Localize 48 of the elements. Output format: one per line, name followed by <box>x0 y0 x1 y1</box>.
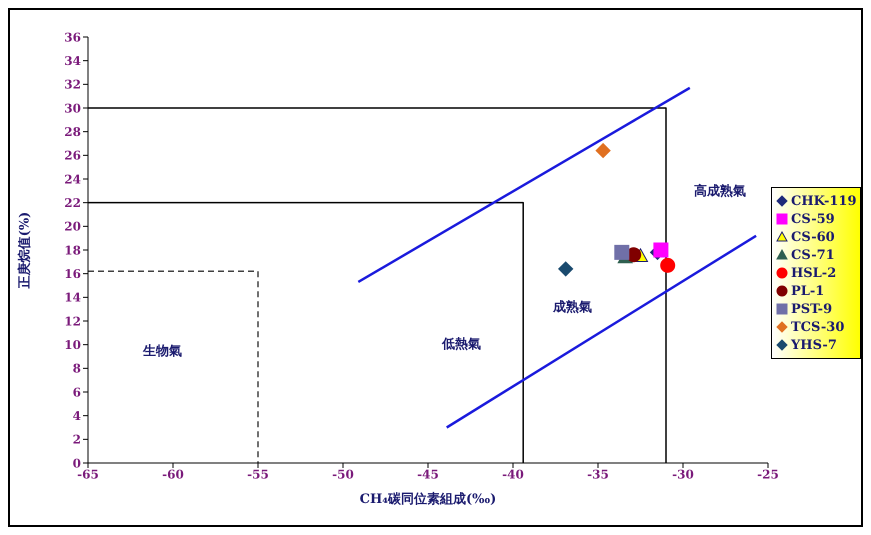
annotation: 成熟氣 <box>553 299 592 316</box>
point <box>596 143 611 158</box>
legend-label: CS-60 <box>791 230 835 244</box>
y-tick-label: 16 <box>64 266 81 281</box>
y-tick-label: 18 <box>64 243 81 258</box>
x-tick-label: -50 <box>332 468 354 482</box>
point <box>660 258 676 273</box>
legend-label: PST-9 <box>791 302 832 316</box>
y-tick-label: 2 <box>72 432 81 447</box>
point <box>614 244 630 260</box>
y-tick-label: 28 <box>64 124 81 139</box>
x-axis-title: CH₄碳同位素組成(‰) <box>360 491 496 507</box>
point <box>558 261 574 276</box>
y-tick-label: 4 <box>72 408 81 423</box>
y-tick-label: 34 <box>64 54 81 68</box>
legend-label: CS-59 <box>791 212 835 226</box>
y-tick-label: 6 <box>72 385 81 400</box>
y-tick-label: 10 <box>64 338 81 352</box>
y-tick-label: 30 <box>64 101 81 116</box>
legend-label: CS-71 <box>791 248 835 262</box>
x-tick-label: -65 <box>77 468 99 482</box>
x-tick-label: -25 <box>757 468 779 482</box>
y-tick-label: 32 <box>64 78 81 92</box>
annotation: 低熱氣 <box>442 336 481 353</box>
y-tick-label: 12 <box>64 314 81 328</box>
annotation: 高成熟氣 <box>694 182 746 200</box>
x-tick-label: -55 <box>247 468 269 482</box>
x-tick-label: -60 <box>162 468 184 482</box>
y-axis-title: 正庚烷值(%) <box>16 212 33 290</box>
y-tick-label: 0 <box>72 456 81 470</box>
x-tick-label: -40 <box>502 468 524 482</box>
legend-label: TCS-30 <box>791 320 844 334</box>
legend-label: CHK-119 <box>791 194 857 208</box>
legend-label: HSL-2 <box>791 266 836 280</box>
annotation: 生物氣 <box>143 343 182 360</box>
y-tick-label: 22 <box>64 196 81 210</box>
legend-label: YHS-7 <box>791 338 837 352</box>
legend-label: PL-1 <box>791 284 824 298</box>
y-tick-label: 36 <box>64 30 81 44</box>
y-tick-label: 14 <box>64 290 81 305</box>
y-tick-label: 20 <box>64 220 81 234</box>
point <box>653 242 668 258</box>
x-tick-label: -35 <box>587 468 609 482</box>
x-tick-label: -30 <box>672 468 694 482</box>
y-tick-label: 26 <box>64 148 81 163</box>
y-tick-label: 24 <box>64 172 81 186</box>
y-tick-label: 8 <box>72 362 81 376</box>
x-tick-label: -45 <box>417 468 439 482</box>
